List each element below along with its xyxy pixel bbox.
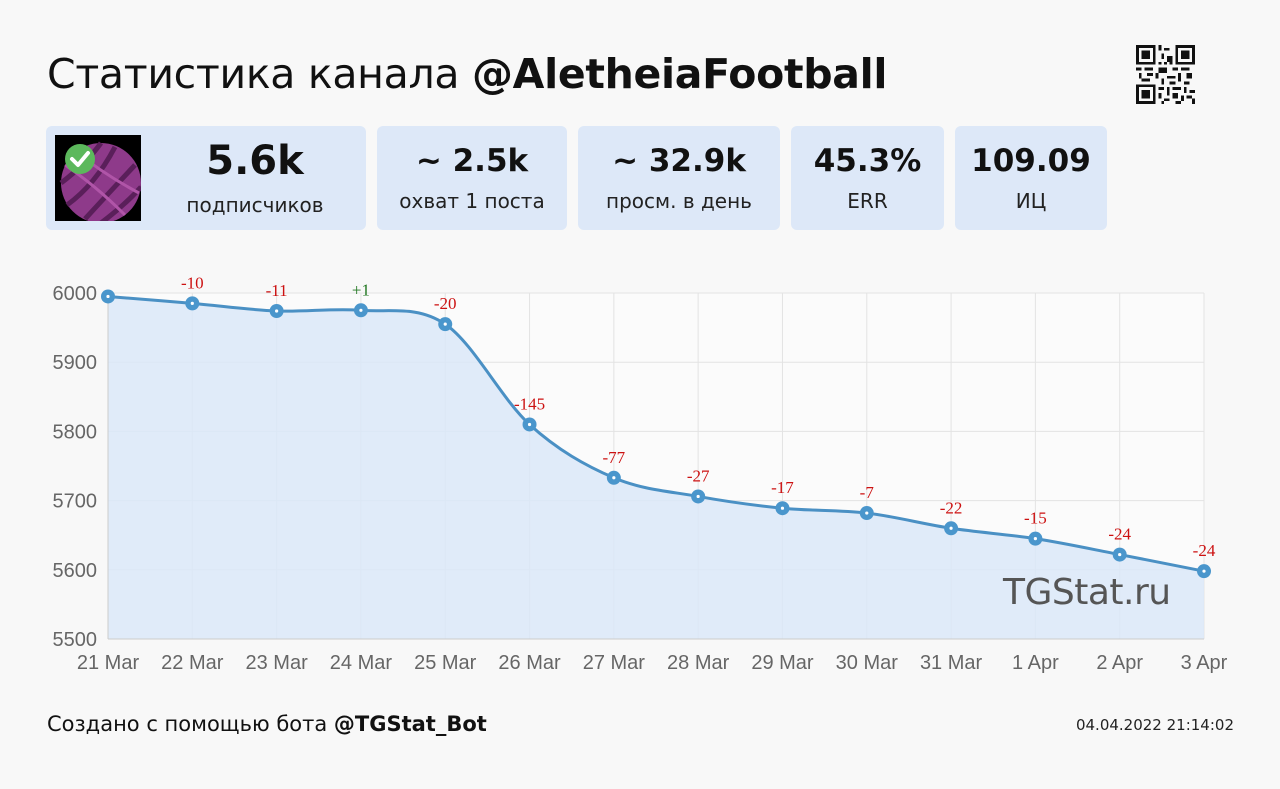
x-tick-label: 29 Mar	[751, 652, 814, 674]
data-point-center	[612, 476, 616, 480]
footer-created-with: Создано с помощью бота	[47, 712, 328, 736]
y-tick-label: 5700	[53, 491, 98, 513]
data-point-center	[780, 506, 785, 510]
data-point-center	[359, 308, 363, 312]
data-point-center	[443, 322, 447, 326]
data-label: -10	[181, 273, 204, 292]
x-tick-label: 24 Mar	[330, 652, 393, 674]
x-tick-label: 25 Mar	[414, 652, 477, 674]
subscribers-label: подписчиков	[186, 193, 324, 217]
data-label: -22	[940, 498, 963, 517]
data-label: -11	[266, 281, 288, 300]
data-point-center	[527, 422, 532, 427]
ball-logo-icon	[55, 135, 141, 221]
err-card: 45.3% ERR	[791, 126, 944, 230]
y-tick-label: 5600	[53, 560, 98, 582]
data-point-center	[949, 526, 953, 530]
data-label: +1	[352, 280, 370, 299]
x-tick-label: 30 Mar	[836, 652, 899, 674]
daily-views-label: просм. в день	[606, 188, 752, 213]
data-point-center	[1202, 569, 1206, 573]
data-label: -7	[860, 483, 875, 502]
page-title: Статистика канала @AletheiaFootball	[47, 50, 887, 98]
x-tick-label: 26 Mar	[498, 652, 561, 674]
qr-code-icon	[1136, 45, 1195, 104]
daily-views-card: ~ 32.9k просм. в день	[578, 126, 780, 230]
title-prefix: Статистика канала	[47, 50, 460, 98]
data-point-center	[190, 301, 194, 305]
subscribers-card: 5.6k подписчиков	[46, 126, 366, 230]
subscribers-line-chart: 5500 5600 5700 5800 5900 6000 21 Mar 22 Mar 23 M…	[53, 273, 1228, 674]
data-point-center	[1033, 537, 1037, 541]
data-label: -24	[1108, 525, 1131, 544]
channel-name: @AletheiaFootball	[471, 50, 888, 98]
data-label: -77	[603, 448, 626, 467]
y-tick-label: 6000	[53, 283, 98, 305]
err-value: 45.3%	[813, 142, 922, 179]
x-tick-label: 28 Mar	[667, 652, 730, 674]
data-point-center	[1118, 552, 1122, 557]
x-tick-label: 23 Mar	[245, 652, 308, 674]
area-fill	[108, 296, 1204, 639]
data-point-center	[106, 294, 110, 299]
y-tick-label: 5900	[53, 352, 98, 374]
subscribers-value: 5.6k	[206, 138, 304, 184]
data-label: -17	[771, 478, 794, 497]
y-tick-label: 5800	[53, 421, 98, 443]
citation-index-label: ИЦ	[1015, 188, 1047, 213]
reach-label: охват 1 поста	[399, 188, 545, 213]
data-label: -145	[514, 394, 545, 413]
reach-card: ~ 2.5k охват 1 поста	[377, 126, 567, 230]
data-label: -20	[434, 294, 457, 313]
footer-timestamp: 04.04.2022 21:14:02	[1075, 716, 1234, 734]
citation-index-card: 109.09 ИЦ	[955, 126, 1107, 230]
y-tick-label: 5500	[53, 629, 98, 651]
data-point-center	[865, 511, 869, 515]
x-tick-label: 27 Mar	[583, 652, 646, 674]
watermark: TGStat.ru	[1003, 572, 1171, 613]
x-tick-label: 31 Mar	[920, 652, 983, 674]
data-label: -27	[687, 466, 710, 485]
footer-credit: Создано с помощью бота @TGStat_Bot	[47, 712, 487, 736]
x-tick-label: 2 Apr	[1096, 652, 1143, 674]
reach-value: ~ 2.5k	[415, 142, 529, 179]
data-label: -15	[1024, 509, 1047, 528]
channel-avatar	[55, 135, 141, 221]
x-tick-label: 3 Apr	[1181, 652, 1228, 674]
footer-bot-link[interactable]: @TGStat_Bot	[333, 712, 487, 736]
err-label: ERR	[847, 188, 888, 213]
x-tick-label: 1 Apr	[1012, 652, 1059, 674]
x-tick-label: 21 Mar	[77, 652, 140, 674]
data-point-center	[696, 494, 700, 499]
citation-index-value: 109.09	[971, 142, 1091, 179]
series-line	[107, 294, 1205, 573]
x-tick-label: 22 Mar	[161, 652, 224, 674]
daily-views-value: ~ 32.9k	[612, 142, 746, 179]
data-point-center	[275, 309, 279, 313]
data-label: -24	[1193, 541, 1216, 560]
